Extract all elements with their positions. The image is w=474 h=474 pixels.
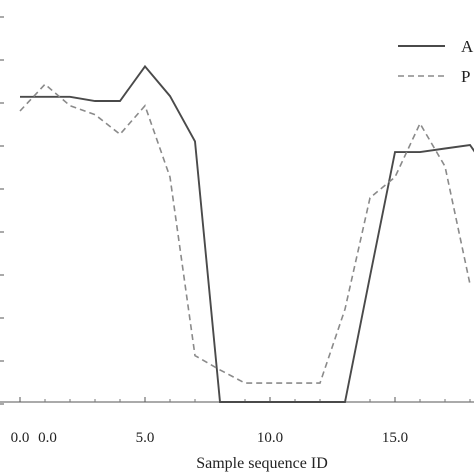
x-tick-label: 0.0: [38, 430, 57, 446]
x-axis-ticks: 0.0 5.0 10.0 15.0 0.0: [11, 397, 471, 446]
x-tick-label: 10.0: [257, 430, 283, 446]
x-tick-label: 0.0: [11, 430, 30, 446]
legend-label: P: [461, 67, 470, 86]
legend: AP: [398, 37, 474, 86]
x-tick-label: 5.0: [136, 430, 155, 446]
series-line-p: [19, 83, 471, 384]
legend-label: A: [461, 37, 474, 56]
x-axis-title: Sample sequence ID: [196, 455, 328, 472]
x-tick-label: 15.0: [382, 430, 408, 446]
y-axis-ticks: [0, 16, 4, 405]
series-layer: [19, 64, 474, 403]
plot-area: 0.0 5.0 10.0 15.0 0.0: [0, 16, 474, 446]
series-line-a: [20, 64, 474, 403]
